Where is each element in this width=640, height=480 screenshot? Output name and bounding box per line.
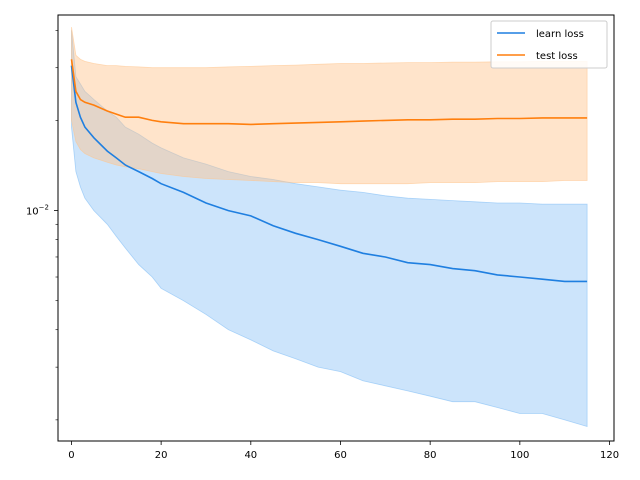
legend-label: learn loss [536,29,584,40]
line-learn-loss [70,65,588,283]
x-tick-label: 40 [244,450,257,461]
legend-label: test loss [536,51,578,62]
line-test-loss [70,59,588,126]
x-axis-ticks: 0 20 40 60 80 100 120 [68,441,619,461]
band-learn-loss [71,30,588,428]
x-tick-label: 60 [334,450,347,461]
x-tick-label: 0 [68,450,74,461]
band-test-loss [71,27,588,185]
x-tick-label: 100 [510,450,529,461]
confidence-bands [71,27,588,428]
series-lines [70,59,588,283]
legend: learn loss test loss [490,20,608,69]
x-tick-label: 80 [424,450,437,461]
y-tick-label: 10−2 [26,204,49,218]
plot-frame [57,14,615,442]
x-tick-label: 20 [155,450,168,461]
x-tick-label: 120 [600,450,619,461]
y-axis-ticks: 10−2 [26,30,58,421]
